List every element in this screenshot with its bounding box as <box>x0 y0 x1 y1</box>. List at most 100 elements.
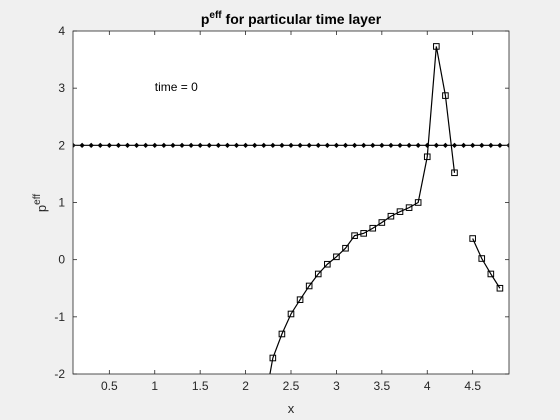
data-point-constant <box>406 142 412 148</box>
series-line-peff-segment <box>472 238 501 289</box>
chart-title-base: p <box>201 11 210 27</box>
data-point-constant <box>288 142 294 148</box>
x-tick-label: 4.5 <box>464 379 481 393</box>
data-point-constant <box>370 142 376 148</box>
data-point-peff <box>296 296 304 303</box>
data-point-peff <box>469 235 476 242</box>
data-point-constant <box>88 142 94 148</box>
data-point-constant <box>442 142 449 148</box>
y-tick-label: 0 <box>58 253 65 267</box>
x-tick-label: 1 <box>151 379 158 393</box>
data-point-constant <box>252 142 258 148</box>
data-point-constant <box>297 142 303 148</box>
data-point-constant <box>388 142 394 148</box>
x-axis-label: x <box>288 401 295 416</box>
x-tick-label: 3.5 <box>373 379 390 393</box>
y-axis-label-base: p <box>34 205 49 212</box>
y-tick-label: 1 <box>58 196 65 210</box>
data-point-peff <box>360 230 367 237</box>
data-point-peff <box>314 270 322 278</box>
data-point-peff <box>369 224 377 232</box>
x-tick-label: 1.5 <box>192 379 209 393</box>
data-point-constant <box>224 142 231 148</box>
y-axis-label: peff <box>32 194 49 212</box>
data-point-constant <box>315 142 321 148</box>
data-point-peff <box>487 270 495 278</box>
data-point-constant <box>306 142 312 148</box>
data-point-constant <box>233 142 240 148</box>
tick-layer: 0.5 1 1.5 2 2.5 3 3.5 4 4.5 -2 -1 0 1 2 3 4 <box>54 24 509 393</box>
data-point-peff <box>305 282 313 290</box>
data-point-peff <box>396 208 404 215</box>
data-point-constant <box>152 142 158 148</box>
data-point-constant <box>361 142 367 148</box>
y-tick-label: -2 <box>54 367 65 381</box>
data-point-peff <box>478 255 486 262</box>
data-point-constant <box>133 142 140 148</box>
data-point-constant <box>124 142 131 148</box>
data-point-constant <box>351 142 358 148</box>
data-point-peff <box>342 244 349 252</box>
data-point-peff <box>451 169 458 177</box>
data-point-constant <box>97 142 103 148</box>
data-point-constant <box>270 142 276 148</box>
data-point-constant <box>161 142 167 148</box>
data-point-constant <box>433 142 439 148</box>
data-point-constant <box>324 142 330 148</box>
series-layer <box>73 43 509 374</box>
y-tick-label: 3 <box>58 81 65 95</box>
data-point-constant <box>115 142 122 148</box>
x-tick-label: 2 <box>242 379 249 393</box>
data-point-peff <box>278 330 286 338</box>
data-point-peff <box>496 284 504 292</box>
data-point-constant <box>488 142 494 148</box>
data-point-constant <box>333 142 340 148</box>
data-point-peff <box>333 253 340 261</box>
data-point-constant <box>460 142 467 148</box>
data-point-peff <box>378 219 386 226</box>
data-point-constant <box>479 142 485 148</box>
data-point-constant <box>143 142 149 148</box>
x-tick-label: 4 <box>424 379 431 393</box>
data-point-peff <box>287 310 295 318</box>
y-tick-label: 2 <box>58 138 65 152</box>
data-point-constant <box>206 142 212 148</box>
data-point-constant <box>242 142 249 148</box>
series-line-peff-segment <box>269 46 456 374</box>
data-point-constant <box>342 142 349 148</box>
chart-title-sup: eff <box>209 10 222 21</box>
data-point-peff <box>423 153 431 161</box>
data-point-constant <box>470 142 476 148</box>
x-tick-label: 3 <box>333 379 340 393</box>
data-point-constant <box>106 142 112 148</box>
data-point-constant <box>279 142 285 148</box>
data-point-constant <box>188 142 194 148</box>
y-tick-label: 4 <box>58 24 65 38</box>
x-tick-label: 0.5 <box>101 379 118 393</box>
data-point-constant <box>415 142 421 148</box>
data-point-peff <box>269 354 277 362</box>
data-point-constant <box>451 142 458 148</box>
data-point-peff <box>405 204 413 211</box>
time-annotation: time = 0 <box>155 80 198 94</box>
data-point-peff <box>433 43 440 50</box>
data-point-constant <box>261 142 267 148</box>
data-point-constant <box>215 142 221 148</box>
chart-title: peff for particular time layer <box>201 10 382 27</box>
data-point-constant <box>79 142 85 148</box>
data-point-peff <box>442 92 449 99</box>
data-point-peff <box>324 260 331 268</box>
data-point-constant <box>497 142 503 148</box>
data-point-peff <box>351 232 358 239</box>
y-tick-label: -1 <box>54 310 65 324</box>
data-point-peff <box>387 212 395 220</box>
chart-title-rest: for particular time layer <box>222 11 382 27</box>
data-point-peff <box>414 199 422 206</box>
data-point-constant <box>397 142 403 148</box>
data-point-constant <box>379 142 385 148</box>
data-point-constant <box>179 142 185 148</box>
y-axis-label-sup: eff <box>32 194 43 205</box>
x-tick-label: 2.5 <box>283 379 300 393</box>
data-point-constant <box>197 142 203 148</box>
